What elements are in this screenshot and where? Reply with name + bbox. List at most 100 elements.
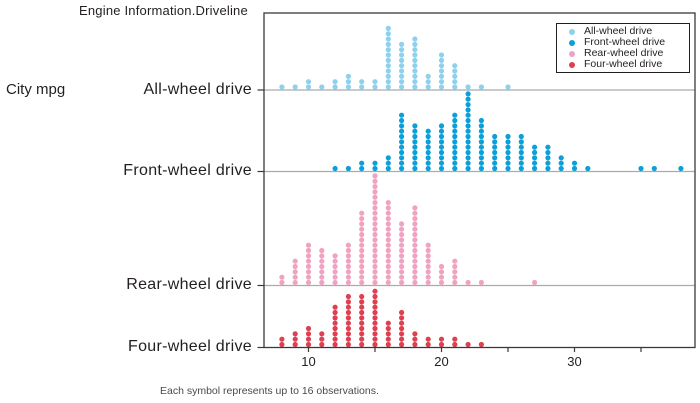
dot	[452, 63, 458, 69]
dot	[292, 336, 298, 342]
dot	[412, 36, 418, 42]
dot	[412, 269, 418, 275]
dot	[412, 139, 418, 145]
dot	[345, 325, 351, 332]
dot	[438, 52, 445, 58]
dot	[438, 336, 445, 342]
dot	[425, 155, 431, 161]
dot	[465, 133, 471, 140]
dot	[372, 237, 378, 243]
dot	[332, 165, 338, 172]
dot	[438, 133, 445, 140]
dot	[478, 128, 484, 134]
dot	[332, 336, 338, 342]
dot	[518, 144, 524, 150]
legend-item-label: Rear-wheel drive	[584, 47, 664, 59]
dot	[345, 309, 351, 316]
dot	[359, 215, 365, 222]
dot	[292, 84, 298, 90]
dot	[345, 315, 351, 321]
dot	[385, 160, 391, 166]
dot	[292, 331, 298, 337]
dot	[438, 155, 445, 161]
dot	[571, 165, 578, 172]
dot	[345, 165, 351, 172]
dot	[505, 155, 511, 161]
dot	[412, 237, 418, 243]
dot	[558, 155, 564, 161]
dot	[359, 341, 365, 348]
dot	[438, 73, 445, 79]
dot	[452, 117, 458, 124]
dot	[438, 149, 445, 156]
dot	[399, 112, 405, 118]
dot	[305, 247, 312, 254]
dot	[372, 263, 378, 270]
dot	[638, 165, 644, 172]
dot	[399, 315, 405, 321]
dot	[465, 128, 471, 134]
dot	[412, 165, 418, 172]
dot	[412, 123, 418, 129]
dot	[319, 274, 325, 280]
legend-dot-icon	[569, 39, 575, 46]
dot	[292, 269, 298, 275]
dot	[452, 155, 458, 161]
dot	[385, 205, 391, 211]
dot	[438, 274, 445, 280]
dot	[359, 274, 365, 280]
dot	[372, 231, 378, 238]
dot	[492, 155, 498, 161]
dot	[372, 253, 378, 259]
dot	[372, 210, 378, 216]
dot	[438, 144, 445, 150]
dot	[399, 253, 405, 259]
dot	[332, 304, 338, 310]
dot	[332, 279, 338, 286]
dot	[385, 215, 391, 222]
dot	[425, 253, 431, 259]
dot	[399, 160, 405, 166]
dot	[372, 84, 378, 90]
dot	[452, 160, 458, 166]
dot	[438, 79, 445, 85]
dot	[399, 325, 405, 332]
dot	[385, 279, 391, 286]
dot	[385, 320, 391, 326]
dot	[372, 279, 378, 286]
dot	[438, 165, 445, 172]
dot	[279, 274, 285, 280]
dot	[319, 331, 325, 337]
dot	[478, 279, 484, 286]
dot	[345, 336, 351, 342]
dot	[345, 253, 351, 259]
dot	[412, 47, 418, 53]
dot	[359, 247, 365, 254]
dot	[385, 325, 391, 332]
dot	[412, 274, 418, 280]
dot	[319, 341, 325, 348]
dot	[452, 336, 458, 342]
dot	[678, 165, 684, 172]
x-tick-label: 10	[301, 354, 315, 369]
dot	[319, 279, 325, 286]
dot	[425, 258, 431, 264]
dot	[359, 84, 365, 90]
dot	[385, 52, 391, 58]
dot	[585, 165, 591, 172]
dot	[345, 263, 351, 270]
dot	[372, 79, 378, 85]
dot	[399, 41, 405, 47]
dot	[399, 84, 405, 90]
dot	[412, 263, 418, 270]
dot	[305, 253, 312, 259]
dot	[399, 320, 405, 326]
dot	[359, 309, 365, 316]
dot	[505, 139, 511, 145]
dot	[399, 165, 405, 172]
dot	[452, 149, 458, 156]
dot	[452, 84, 458, 90]
dot	[345, 84, 351, 90]
dot	[452, 133, 458, 140]
dot	[372, 205, 378, 211]
